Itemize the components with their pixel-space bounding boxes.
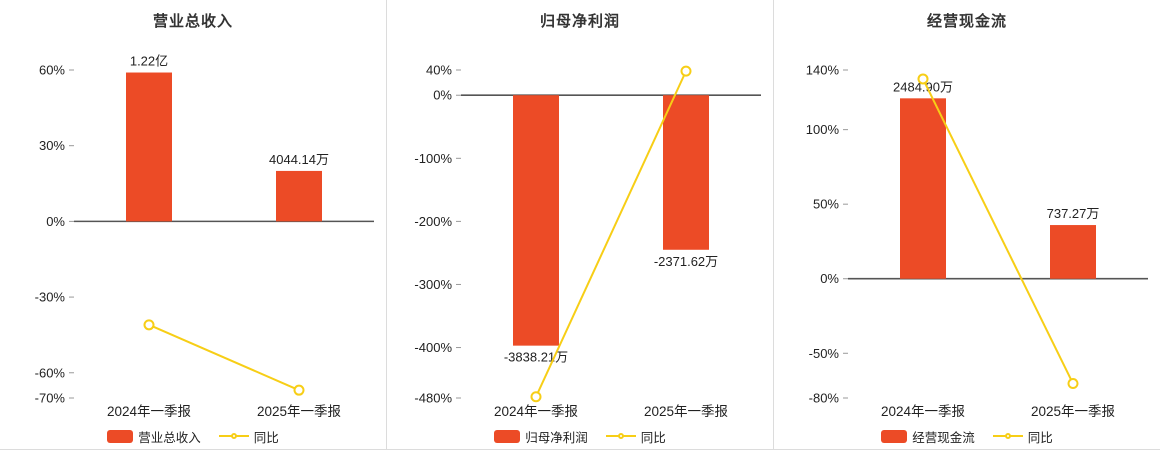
line-swatch-icon xyxy=(605,430,636,443)
line-swatch-dot xyxy=(617,433,624,439)
y-axis-tick-label: -60% xyxy=(35,365,66,380)
legend-item-bar-series[interactable]: 经营现金流 xyxy=(881,427,975,446)
bar-value-label: 737.27万 xyxy=(1047,206,1100,221)
legend-item-line-series[interactable]: 同比 xyxy=(605,427,666,446)
chart-panel-operating-cashflow: 经营现金流 140% 100% 50% 0% -50% -80% 2484.90万 737.2… xyxy=(773,0,1160,449)
bar-swatch-icon xyxy=(881,429,908,443)
x-category-label: 2025年一季报 xyxy=(1031,404,1115,419)
legend-item-bar-series[interactable]: 营业总收入 xyxy=(107,427,201,446)
line-swatch-icon xyxy=(992,430,1023,443)
y-axis-tick-label: -400% xyxy=(414,340,452,355)
y-axis-tick-label: -30% xyxy=(35,290,66,305)
legend-label: 归母净利润 xyxy=(525,430,588,445)
bar-2024年一季报 xyxy=(900,98,946,279)
operating-revenue-plot: 60% 30% 0% -30% -60% -70% 1.22亿 4044.14万 2024年一季… xyxy=(35,54,374,419)
chart-panel-operating-revenue: 营业总收入 60% 30% 0% -30% -60% -70% 1.22亿 4044.14万 2… xyxy=(0,0,386,449)
chart-title-net-profit: 归母净利润 xyxy=(539,13,620,30)
yoy-line xyxy=(535,70,687,398)
y-axis-tick-label: -100% xyxy=(414,151,452,166)
legend-operating-cashflow: 经营现金流 同比 xyxy=(774,424,1160,448)
x-category-label: 2024年一季报 xyxy=(494,404,578,419)
bar-value-label: -2371.62万 xyxy=(654,254,718,269)
x-category-label: 2024年一季报 xyxy=(107,404,191,419)
legend-label: 同比 xyxy=(1027,430,1053,445)
operating-cashflow-plot: 140% 100% 50% 0% -50% -80% 2484.90万 737.27万 2024… xyxy=(806,63,1148,419)
bar-value-label: 1.22亿 xyxy=(130,54,168,69)
bar-value-label: 2484.90万 xyxy=(893,79,953,94)
y-axis-tick-label: 140% xyxy=(806,63,840,78)
yoy-marker-2025年一季报 xyxy=(680,65,692,77)
y-axis-tick-label: -200% xyxy=(414,214,452,229)
bar-2025年一季报 xyxy=(1050,225,1096,279)
y-axis-tick-label: -80% xyxy=(809,391,840,406)
line-swatch-dot xyxy=(1004,433,1011,439)
y-axis-tick-label: -300% xyxy=(414,277,452,292)
line-swatch-icon xyxy=(218,430,249,443)
line-swatch-dot xyxy=(230,433,237,439)
yoy-marker-2024年一季报 xyxy=(530,391,542,403)
bar-swatch-icon xyxy=(107,429,134,443)
bar-2024年一季报 xyxy=(513,95,559,346)
legend-item-line-series[interactable]: 同比 xyxy=(992,427,1053,446)
yoy-marker-2025年一季报 xyxy=(1067,378,1079,390)
legend-item-line-series[interactable]: 同比 xyxy=(218,427,279,446)
yoy-marker-2024年一季报 xyxy=(143,319,155,331)
net-profit-plot: 40% 0% -100% -200% -300% -400% -480% -3838.21万 -… xyxy=(414,63,761,419)
legend-label: 经营现金流 xyxy=(912,430,975,445)
y-axis-tick-label: 0% xyxy=(433,88,452,103)
legend-label: 同比 xyxy=(640,430,666,445)
y-axis-tick-label: 30% xyxy=(39,138,65,153)
y-axis-tick-label: 100% xyxy=(806,122,840,137)
y-axis-tick-label: 0% xyxy=(820,271,839,286)
bar-swatch-icon xyxy=(494,429,521,443)
y-axis-tick-label: 50% xyxy=(813,197,839,212)
legend-item-bar-series[interactable]: 归母净利润 xyxy=(494,427,588,446)
chart-title-operating-cashflow: 经营现金流 xyxy=(926,13,1007,30)
yoy-line xyxy=(922,78,1074,384)
bar-value-label: -3838.21万 xyxy=(504,350,568,365)
x-category-label: 2025年一季报 xyxy=(644,404,728,419)
legend-net-profit: 归母净利润 同比 xyxy=(387,424,773,448)
bar-value-label: 4044.14万 xyxy=(269,152,329,167)
bar-2025年一季报 xyxy=(663,95,709,250)
y-axis-tick-label: 40% xyxy=(426,63,452,78)
y-axis-tick-label: 0% xyxy=(46,214,65,229)
y-axis-tick-label: -480% xyxy=(414,391,452,406)
chart-panel-net-profit: 归母净利润 40% 0% -100% -200% -300% -400% -480% -383… xyxy=(386,0,773,449)
yoy-marker-2024年一季报 xyxy=(917,73,929,85)
bar-2025年一季报 xyxy=(276,170,322,222)
x-category-label: 2024年一季报 xyxy=(881,404,965,419)
y-axis-tick-label: 60% xyxy=(39,63,65,78)
yoy-line xyxy=(148,323,300,392)
chart-title-operating-revenue: 营业总收入 xyxy=(152,13,233,30)
x-category-label: 2025年一季报 xyxy=(257,404,341,419)
bar-2024年一季报 xyxy=(126,72,172,222)
yoy-marker-2025年一季报 xyxy=(293,384,305,396)
legend-operating-revenue: 营业总收入 同比 xyxy=(0,424,386,448)
y-axis-tick-label: -50% xyxy=(809,346,840,361)
y-axis-tick-label: -70% xyxy=(35,391,66,406)
legend-label: 同比 xyxy=(253,430,279,445)
legend-label: 营业总收入 xyxy=(138,430,201,445)
